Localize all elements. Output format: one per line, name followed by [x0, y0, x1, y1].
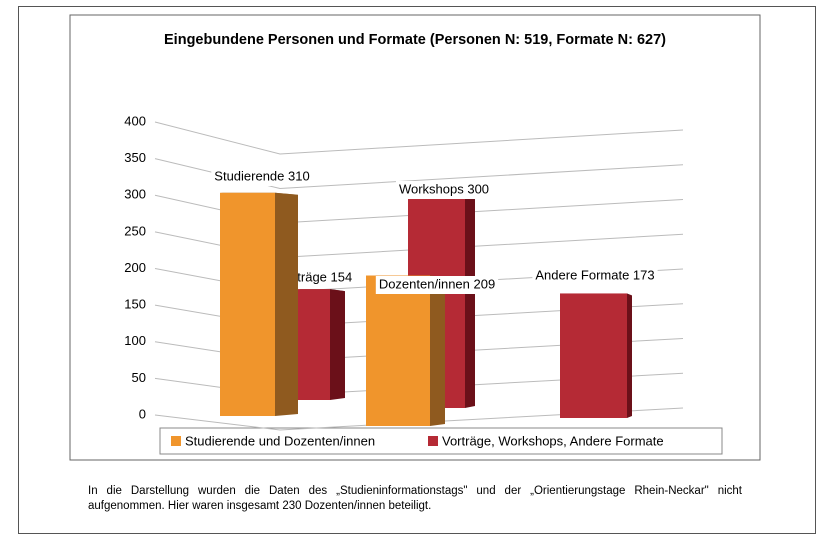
grid-line — [154, 158, 684, 190]
legend-frame — [159, 427, 723, 455]
grid-line — [154, 407, 684, 431]
legend-swatch — [428, 436, 438, 446]
data-label-bg — [532, 267, 658, 285]
figure-frame — [18, 6, 816, 534]
y-tick-label: 100 — [124, 333, 146, 348]
chart-title: Eingebundene Personen und Formate (Perso… — [164, 32, 666, 48]
data-label-bg — [375, 276, 499, 294]
bar-side — [330, 289, 345, 400]
data-label-bg — [395, 181, 493, 199]
legend-label: Studierende und Dozenten/innen — [185, 433, 375, 448]
data-label: Workshops 300 — [399, 181, 489, 196]
y-tick-label: 400 — [124, 113, 146, 128]
legend-swatch — [171, 436, 181, 446]
bar-side — [430, 275, 445, 426]
bar — [298, 289, 330, 400]
data-label: Andere Formate 173 — [535, 267, 654, 282]
grid-line — [154, 121, 684, 155]
y-tick-label: 300 — [124, 187, 146, 202]
bar-side — [627, 293, 632, 418]
y-tick-label: 350 — [124, 150, 146, 165]
bar — [560, 293, 627, 418]
note: In die Darstellung wurden die Daten des … — [88, 485, 742, 512]
y-tick-label: 250 — [124, 223, 146, 238]
y-tick-label: 200 — [124, 260, 146, 275]
bar-side — [465, 192, 475, 408]
bar — [366, 275, 430, 426]
data-label-bg — [211, 168, 313, 186]
y-tick-label: 0 — [139, 406, 146, 421]
y-tick-label: 50 — [132, 370, 146, 385]
data-label: Studierende 310 — [214, 168, 309, 183]
legend-label: Vorträge, Workshops, Andere Formate — [442, 433, 664, 448]
data-label: Dozenten/innen 209 — [379, 276, 495, 291]
bar — [220, 192, 275, 416]
y-tick-label: 150 — [124, 297, 146, 312]
bar-side — [275, 192, 298, 416]
